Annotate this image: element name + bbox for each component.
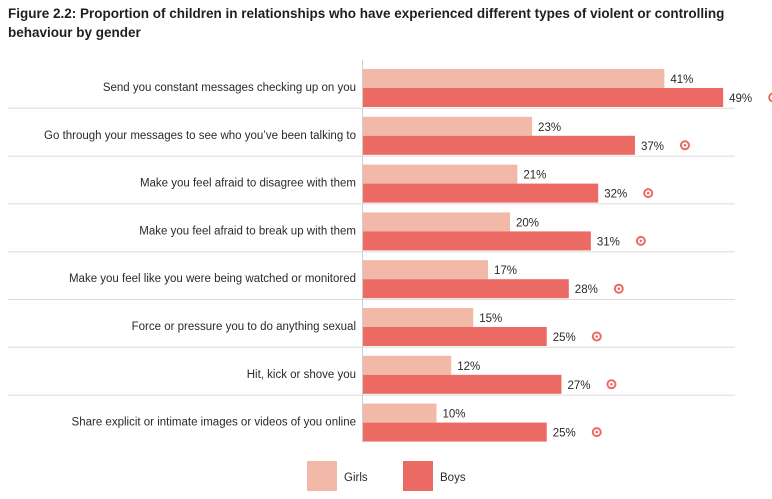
category-label: Make you feel afraid to disagree with th… [140,178,356,190]
chart-title: Figure 2.2: Proportion of children in re… [8,6,725,40]
circle-icon [643,188,654,199]
circle-icon [613,283,624,294]
legend-label-girls: Girls [344,472,368,484]
bar-boys [363,231,591,251]
value-label-girls: 10% [443,409,466,421]
value-label-girls: 15% [479,313,502,325]
circle-icon [591,331,602,342]
value-label-girls: 17% [494,265,517,277]
value-label-boys: 28% [575,284,598,296]
circle-icon-center [610,383,613,386]
circle-icon-center [639,239,643,243]
circle-icon [679,140,690,151]
value-label-girls: 20% [516,217,539,229]
category-label: Make you feel afraid to break up with th… [139,225,356,237]
circle-icon-center [617,287,621,291]
legend-label-boys: Boys [440,472,466,484]
bar-boys [363,422,547,442]
value-label-boys: 31% [597,236,620,248]
bar-boys [363,183,599,203]
bar-girls [363,308,474,327]
category-label: Send you constant messages checking up o… [103,82,356,94]
value-label-girls: 12% [457,361,480,373]
bar-boys [363,135,635,155]
category-label: Make you feel like you were being watche… [69,273,356,285]
bar-boys [363,327,547,346]
circle-icon [591,427,602,438]
value-label-girls: 23% [538,122,561,134]
value-label-girls: 21% [523,170,546,182]
value-label-boys: 37% [641,141,664,153]
bar-boys [363,88,724,107]
circle-icon-center [595,335,599,338]
bar-girls [363,164,518,184]
bar-boys [363,279,569,299]
legend-swatch-girls [307,461,337,491]
category-label: Hit, kick or shove you [247,369,356,381]
circle-icon [768,92,772,103]
value-label-girls: 41% [670,74,693,86]
value-label-boys: 32% [604,189,627,201]
bar-boys [363,374,562,394]
legend-swatch-boys [403,461,433,491]
category-label: Go through your messages to see who you’… [44,130,356,142]
circle-icon-center [646,191,650,195]
category-label: Share explicit or intimate images or vid… [72,417,356,429]
value-label-boys: 25% [553,428,576,440]
bar-girls [363,260,488,280]
bar-girls [363,69,665,88]
value-label-boys: 49% [729,93,752,105]
bar-girls [363,403,437,423]
value-label-boys: 25% [553,332,576,344]
circle-icon [635,235,646,246]
category-label: Force or pressure you to do anything sex… [132,321,356,333]
bar-girls [363,116,533,136]
circle-icon-center [683,144,687,147]
circle-icon [606,379,617,390]
bar-girls [363,212,510,232]
circle-icon-center [595,430,599,434]
value-label-boys: 27% [567,380,590,392]
bar-girls [363,355,452,375]
